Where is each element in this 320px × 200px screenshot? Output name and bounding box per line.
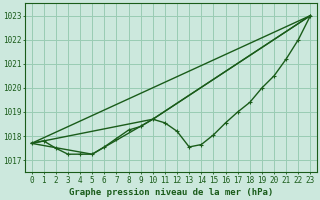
X-axis label: Graphe pression niveau de la mer (hPa): Graphe pression niveau de la mer (hPa) <box>69 188 273 197</box>
